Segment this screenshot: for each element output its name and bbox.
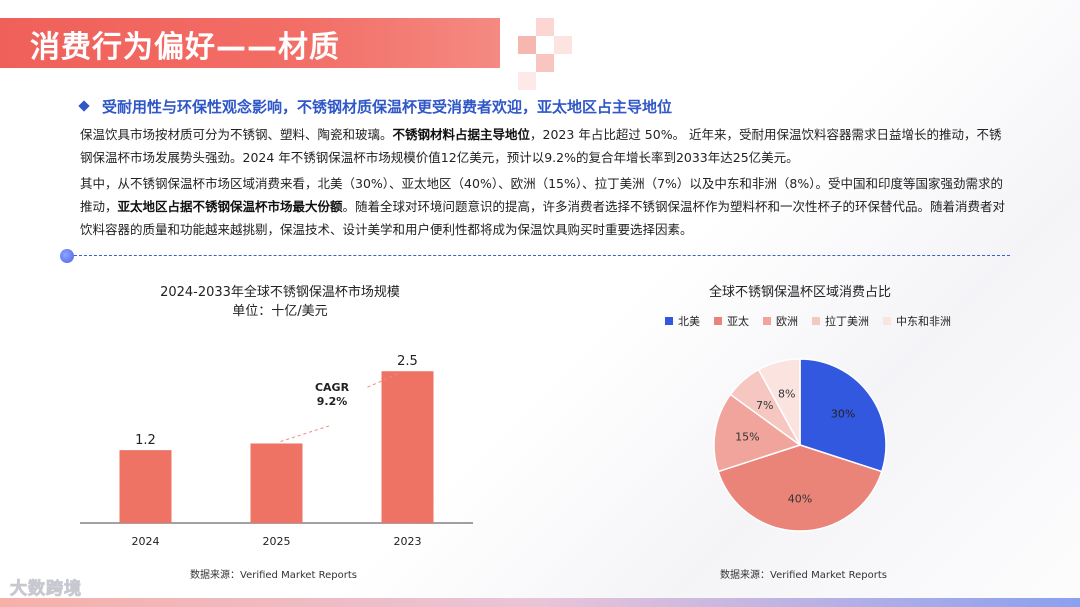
legend-label: 欧洲	[776, 315, 798, 328]
legend-swatch	[812, 317, 820, 325]
pie-slice-label: 30%	[831, 408, 855, 421]
legend-item: 北美	[665, 313, 700, 329]
title-bar	[0, 18, 500, 68]
decorative-squares	[500, 0, 572, 90]
bar-value-label: 2.5	[397, 354, 418, 369]
pie-legend: 北美 亚太 欧洲 拉丁美洲 中东和非洲	[665, 313, 951, 329]
diamond-icon	[78, 99, 90, 112]
para2-text-cont: 。随着全球对环境问题意识的提高，许多消费者选择不锈钢保温杯作为塑料杯和一次性杯子…	[80, 199, 1006, 237]
paragraph-2: 其中，从不锈钢保温杯市场区域消费来看，北美（30%）、亚太地区（40%）、欧洲（…	[80, 172, 1010, 241]
legend-item: 亚太	[714, 313, 749, 329]
legend-label: 拉丁美洲	[825, 315, 869, 328]
brand-logo: 大数跨境	[10, 579, 82, 600]
pie-chart: 30% 40% 15% 7% 8%	[713, 358, 887, 532]
pie-slice-5	[757, 358, 801, 446]
bar-2025	[250, 443, 303, 523]
dashed-divider	[64, 255, 1010, 256]
pie-slice-1	[799, 358, 887, 473]
legend-label: 中东和非洲	[896, 315, 951, 328]
pie-chart-title: 全球不锈钢保温杯区域消费占比	[708, 285, 891, 300]
para2-text: 其中，从不锈钢保温杯市场区域消费来看，北美（30%）、亚太地区（40%）、欧洲（…	[80, 176, 1004, 214]
x-tick-label: 2024	[132, 535, 160, 548]
footer-bar	[0, 598, 1080, 607]
divider-dot	[60, 249, 74, 263]
legend-label: 北美	[678, 315, 700, 328]
legend-item: 欧洲	[763, 313, 798, 329]
section-subtitle: 受耐用性与环保性观念影响，不锈钢材质保温杯更受消费者欢迎，亚太地区占主导地位	[78, 96, 673, 117]
bar-value-label: 1.2	[135, 433, 156, 448]
pie-slice-label: 8%	[778, 387, 795, 400]
legend-item: 中东和非洲	[883, 313, 951, 329]
para1-text: 保温饮具市场按材质可分为不锈钢、塑料、陶瓷和玻璃。	[80, 127, 393, 142]
legend-item: 拉丁美洲	[812, 313, 869, 329]
pie-slice-3	[713, 393, 802, 473]
legend-label: 亚太	[727, 315, 749, 328]
bar-chart-title: 2024-2033年全球不锈钢保温杯市场规模	[160, 285, 400, 300]
para2-bold: 亚太地区占据不锈钢保温杯市场最大份额	[117, 199, 343, 214]
subtitle-text: 受耐用性与环保性观念影响，不锈钢材质保温杯更受消费者欢迎，亚太地区占主导地位	[102, 98, 673, 116]
cagr-value: 9.2%	[317, 395, 348, 408]
paragraph-1: 保温饮具市场按材质可分为不锈钢、塑料、陶瓷和玻璃。不锈钢材料占据主导地位，202…	[80, 123, 1010, 169]
legend-swatch	[665, 317, 673, 325]
pie-slice-label: 15%	[735, 431, 759, 444]
bar-2023	[381, 371, 434, 523]
cagr-line-left	[280, 424, 331, 442]
pie-slice-label: 7%	[756, 399, 773, 412]
para1-bold: 不锈钢材料占据主导地位	[392, 127, 531, 142]
bar-chart-unit: 单位：十亿/美元	[232, 304, 328, 319]
bar-chart-source: 数据来源：Verified Market Reports	[190, 570, 357, 581]
bar-2024	[119, 450, 172, 523]
pie-chart-source: 数据来源：Verified Market Reports	[720, 570, 887, 581]
legend-swatch	[763, 317, 771, 325]
pie-slice-2	[717, 444, 883, 532]
legend-swatch	[714, 317, 722, 325]
page-title: 消费行为偏好——材质	[30, 30, 340, 65]
legend-swatch	[883, 317, 891, 325]
pie-slice-label: 40%	[788, 492, 812, 505]
cagr-label: CAGR	[315, 381, 350, 394]
x-tick-label: 2025	[263, 535, 291, 548]
x-tick-label: 2023	[394, 535, 422, 548]
para1-text-cont: ，2023 年占比超过 50%。 近年来，受耐用保温饮料容器需求日益增长的推动，…	[80, 127, 1002, 165]
